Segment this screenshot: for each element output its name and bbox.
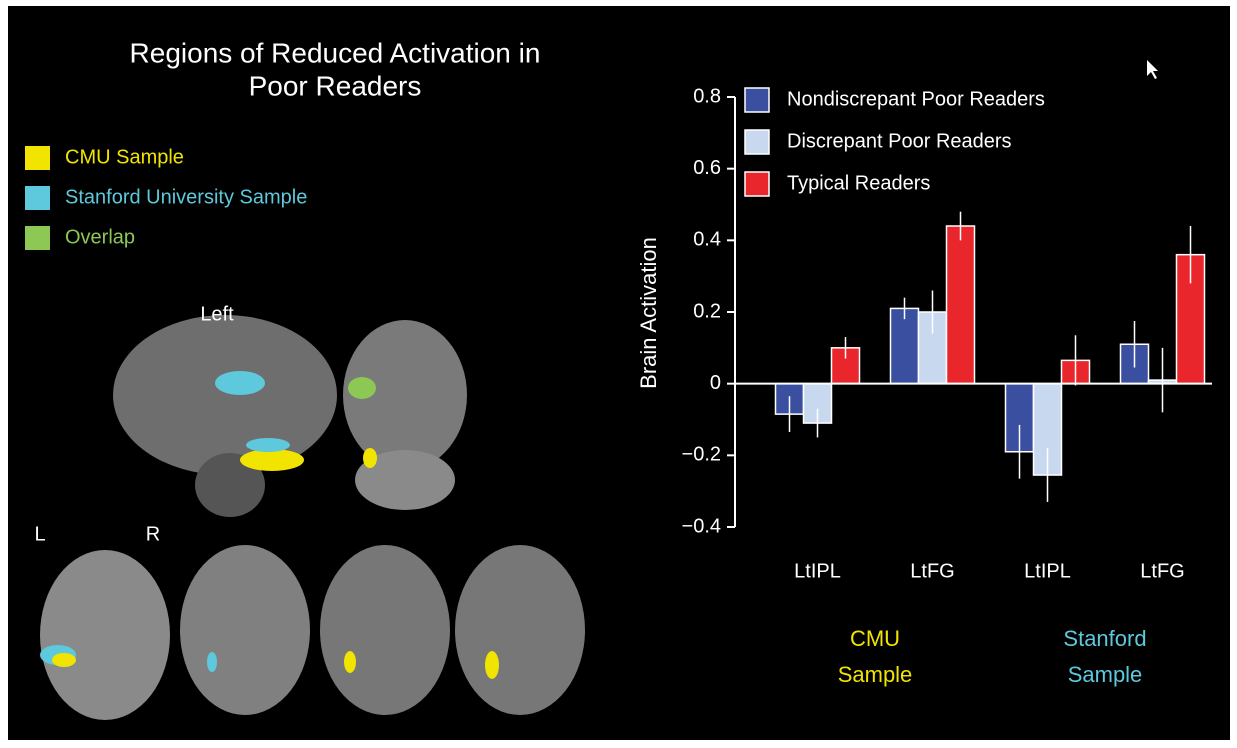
legend-swatch [25, 226, 50, 250]
slide: Regions of Reduced Activation in Poor Re… [0, 0, 1237, 748]
group-label: Stanford [1063, 626, 1146, 651]
legend-label: CMU Sample [65, 146, 184, 168]
view-label: R [146, 523, 160, 545]
y-tick-label: 0 [710, 372, 721, 394]
legend-swatch [745, 130, 769, 154]
legend-swatch [25, 186, 50, 210]
bar [891, 308, 919, 383]
y-tick-label: 0.8 [693, 85, 721, 107]
legend-label: Discrepant Poor Readers [787, 130, 1012, 152]
legend-label: Overlap [65, 226, 135, 248]
y-tick-label: −0.2 [682, 444, 721, 466]
y-axis-label: Brain Activation [636, 237, 661, 389]
group-label: Sample [838, 662, 913, 687]
y-tick-label: −0.4 [682, 515, 721, 537]
legend-label: Typical Readers [787, 172, 930, 194]
view-label: Left [200, 303, 234, 325]
title-line: Regions of Reduced Activation in [130, 37, 541, 68]
legend-label: Nondiscrepant Poor Readers [787, 88, 1045, 110]
x-tick-label: LtIPL [794, 560, 841, 582]
legend-swatch [745, 172, 769, 196]
title-line: Poor Readers [249, 70, 422, 101]
x-tick-label: LtFG [1140, 560, 1184, 582]
x-tick-label: LtIPL [1024, 560, 1071, 582]
y-tick-label: 0.2 [693, 300, 721, 322]
y-tick-label: 0.6 [693, 157, 721, 179]
group-label: CMU [850, 626, 900, 651]
group-label: Sample [1068, 662, 1143, 687]
legend-swatch [745, 88, 769, 112]
view-label: L [34, 523, 45, 545]
legend-label: Stanford University Sample [65, 186, 307, 208]
y-tick-label: 0.4 [693, 229, 721, 251]
x-tick-label: LtFG [910, 560, 954, 582]
bar [947, 226, 975, 384]
legend-swatch [25, 146, 50, 170]
